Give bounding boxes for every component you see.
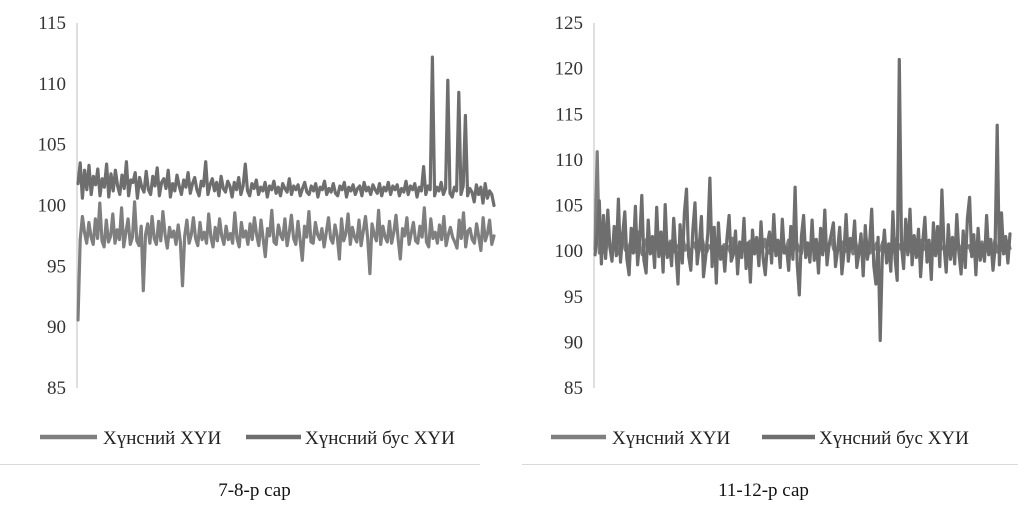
y-tick-label: 105 bbox=[38, 135, 67, 156]
y-tick-label: 105 bbox=[555, 196, 584, 217]
line-chart-right: 85 90 95 100 105 110 115 120 125 Хүнсний ХҮИ Хүнсн… bbox=[551, 13, 1012, 449]
y-tick-label: 100 bbox=[38, 196, 67, 217]
series-line-1 bbox=[76, 200, 496, 322]
y-tick-label: 110 bbox=[38, 74, 66, 95]
y-tick-label: 90 bbox=[564, 332, 583, 353]
y-tick-label: 110 bbox=[555, 150, 583, 171]
chart-caption-right: 11-12-р сар bbox=[718, 480, 809, 501]
legend-label-2: Хүнсний бус ХҮИ bbox=[305, 428, 455, 449]
line-chart-left: 85 90 95 100 105 110 115 Хүнсний ХҮИ Хүнсний бус… bbox=[38, 13, 496, 449]
legend-label-2: Хүнсний бус ХҮИ bbox=[819, 428, 969, 449]
y-tick-label: 85 bbox=[564, 378, 583, 399]
y-tick-label: 100 bbox=[555, 241, 584, 262]
separator-left bbox=[0, 464, 480, 465]
legend-label-1: Хүнсний ХҮИ bbox=[612, 428, 731, 449]
y-tick-label: 120 bbox=[555, 59, 584, 80]
legend-label-1: Хүнсний ХҮИ bbox=[103, 428, 222, 449]
y-tick-label: 125 bbox=[555, 13, 584, 34]
y-tick-label: 115 bbox=[555, 104, 583, 125]
y-tick-label: 90 bbox=[47, 317, 66, 338]
y-tick-label: 95 bbox=[47, 256, 66, 277]
y-tick-label: 95 bbox=[564, 287, 583, 308]
series-line-2 bbox=[76, 55, 496, 208]
chart-panel-right: 85 90 95 100 105 110 115 120 125 Хүнсний ХҮИ Хүнсн… bbox=[509, 0, 1018, 505]
y-tick-label: 85 bbox=[47, 378, 66, 399]
chart-caption-left: 7-8-р сар bbox=[218, 480, 291, 501]
separator-right bbox=[522, 464, 1018, 465]
series-line-2 bbox=[593, 57, 1012, 343]
y-tick-label: 115 bbox=[38, 13, 66, 34]
chart-panel-left: 85 90 95 100 105 110 115 Хүнсний ХҮИ Хүнсний бус… bbox=[38, 13, 496, 501]
